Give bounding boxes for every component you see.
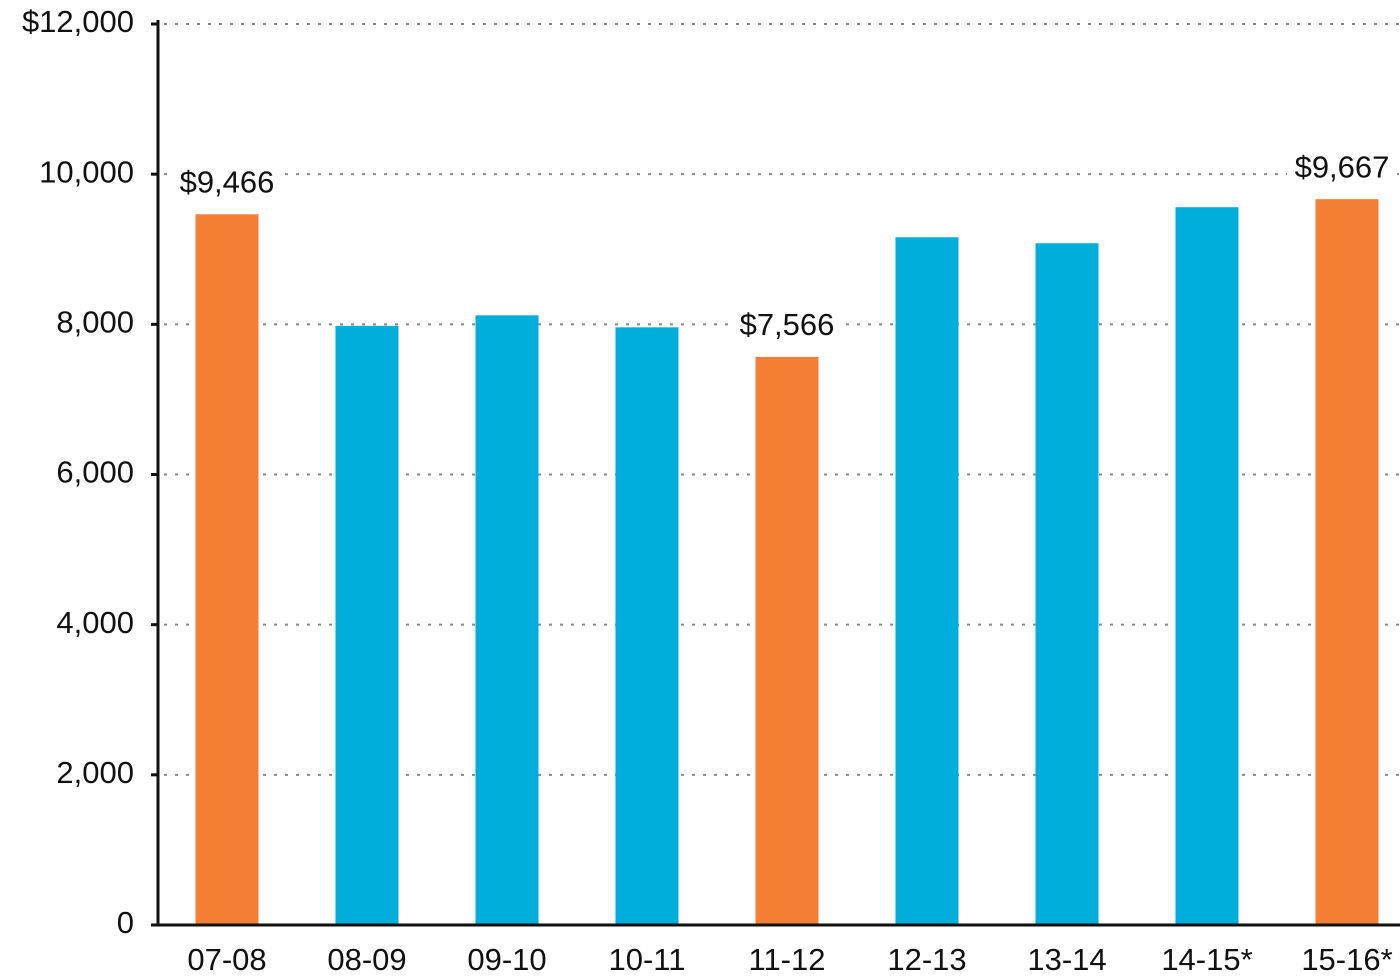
x-tick-label: 11-12	[749, 942, 826, 977]
bar	[615, 327, 679, 925]
y-tick-label: 6,000	[56, 455, 134, 490]
bar	[1175, 207, 1239, 925]
label-bg	[732, 306, 842, 343]
x-tick-label: 12-13	[887, 942, 966, 977]
value-label: $9,466	[180, 164, 275, 199]
value-label: $9,667	[1295, 149, 1390, 184]
label-bg	[1287, 149, 1397, 186]
label-bg	[172, 164, 282, 201]
x-tick-label: 07-08	[187, 942, 266, 977]
x-tick-label: 10-11	[609, 942, 686, 977]
x-tick-label: 14-15*	[1161, 942, 1252, 977]
x-tick-label: 08-09	[327, 942, 406, 977]
y-tick-label: 0	[117, 905, 134, 940]
y-tick-label: 4,000	[56, 605, 134, 640]
bar	[195, 214, 259, 925]
bar	[895, 237, 959, 925]
y-tick-label: 8,000	[56, 305, 134, 340]
bar	[1035, 243, 1099, 925]
value-label: $7,566	[740, 307, 835, 342]
x-tick-label: 13-14	[1027, 942, 1106, 977]
bar	[475, 315, 539, 925]
x-tick-label: 09-10	[467, 942, 546, 977]
y-tick-label: $12,000	[22, 4, 134, 39]
bar	[755, 356, 819, 925]
x-tick-label: 15-16*	[1301, 942, 1392, 977]
y-tick-label: 10,000	[39, 154, 134, 189]
bar	[335, 325, 399, 926]
bar	[1315, 199, 1379, 925]
y-tick-label: 2,000	[56, 755, 134, 790]
